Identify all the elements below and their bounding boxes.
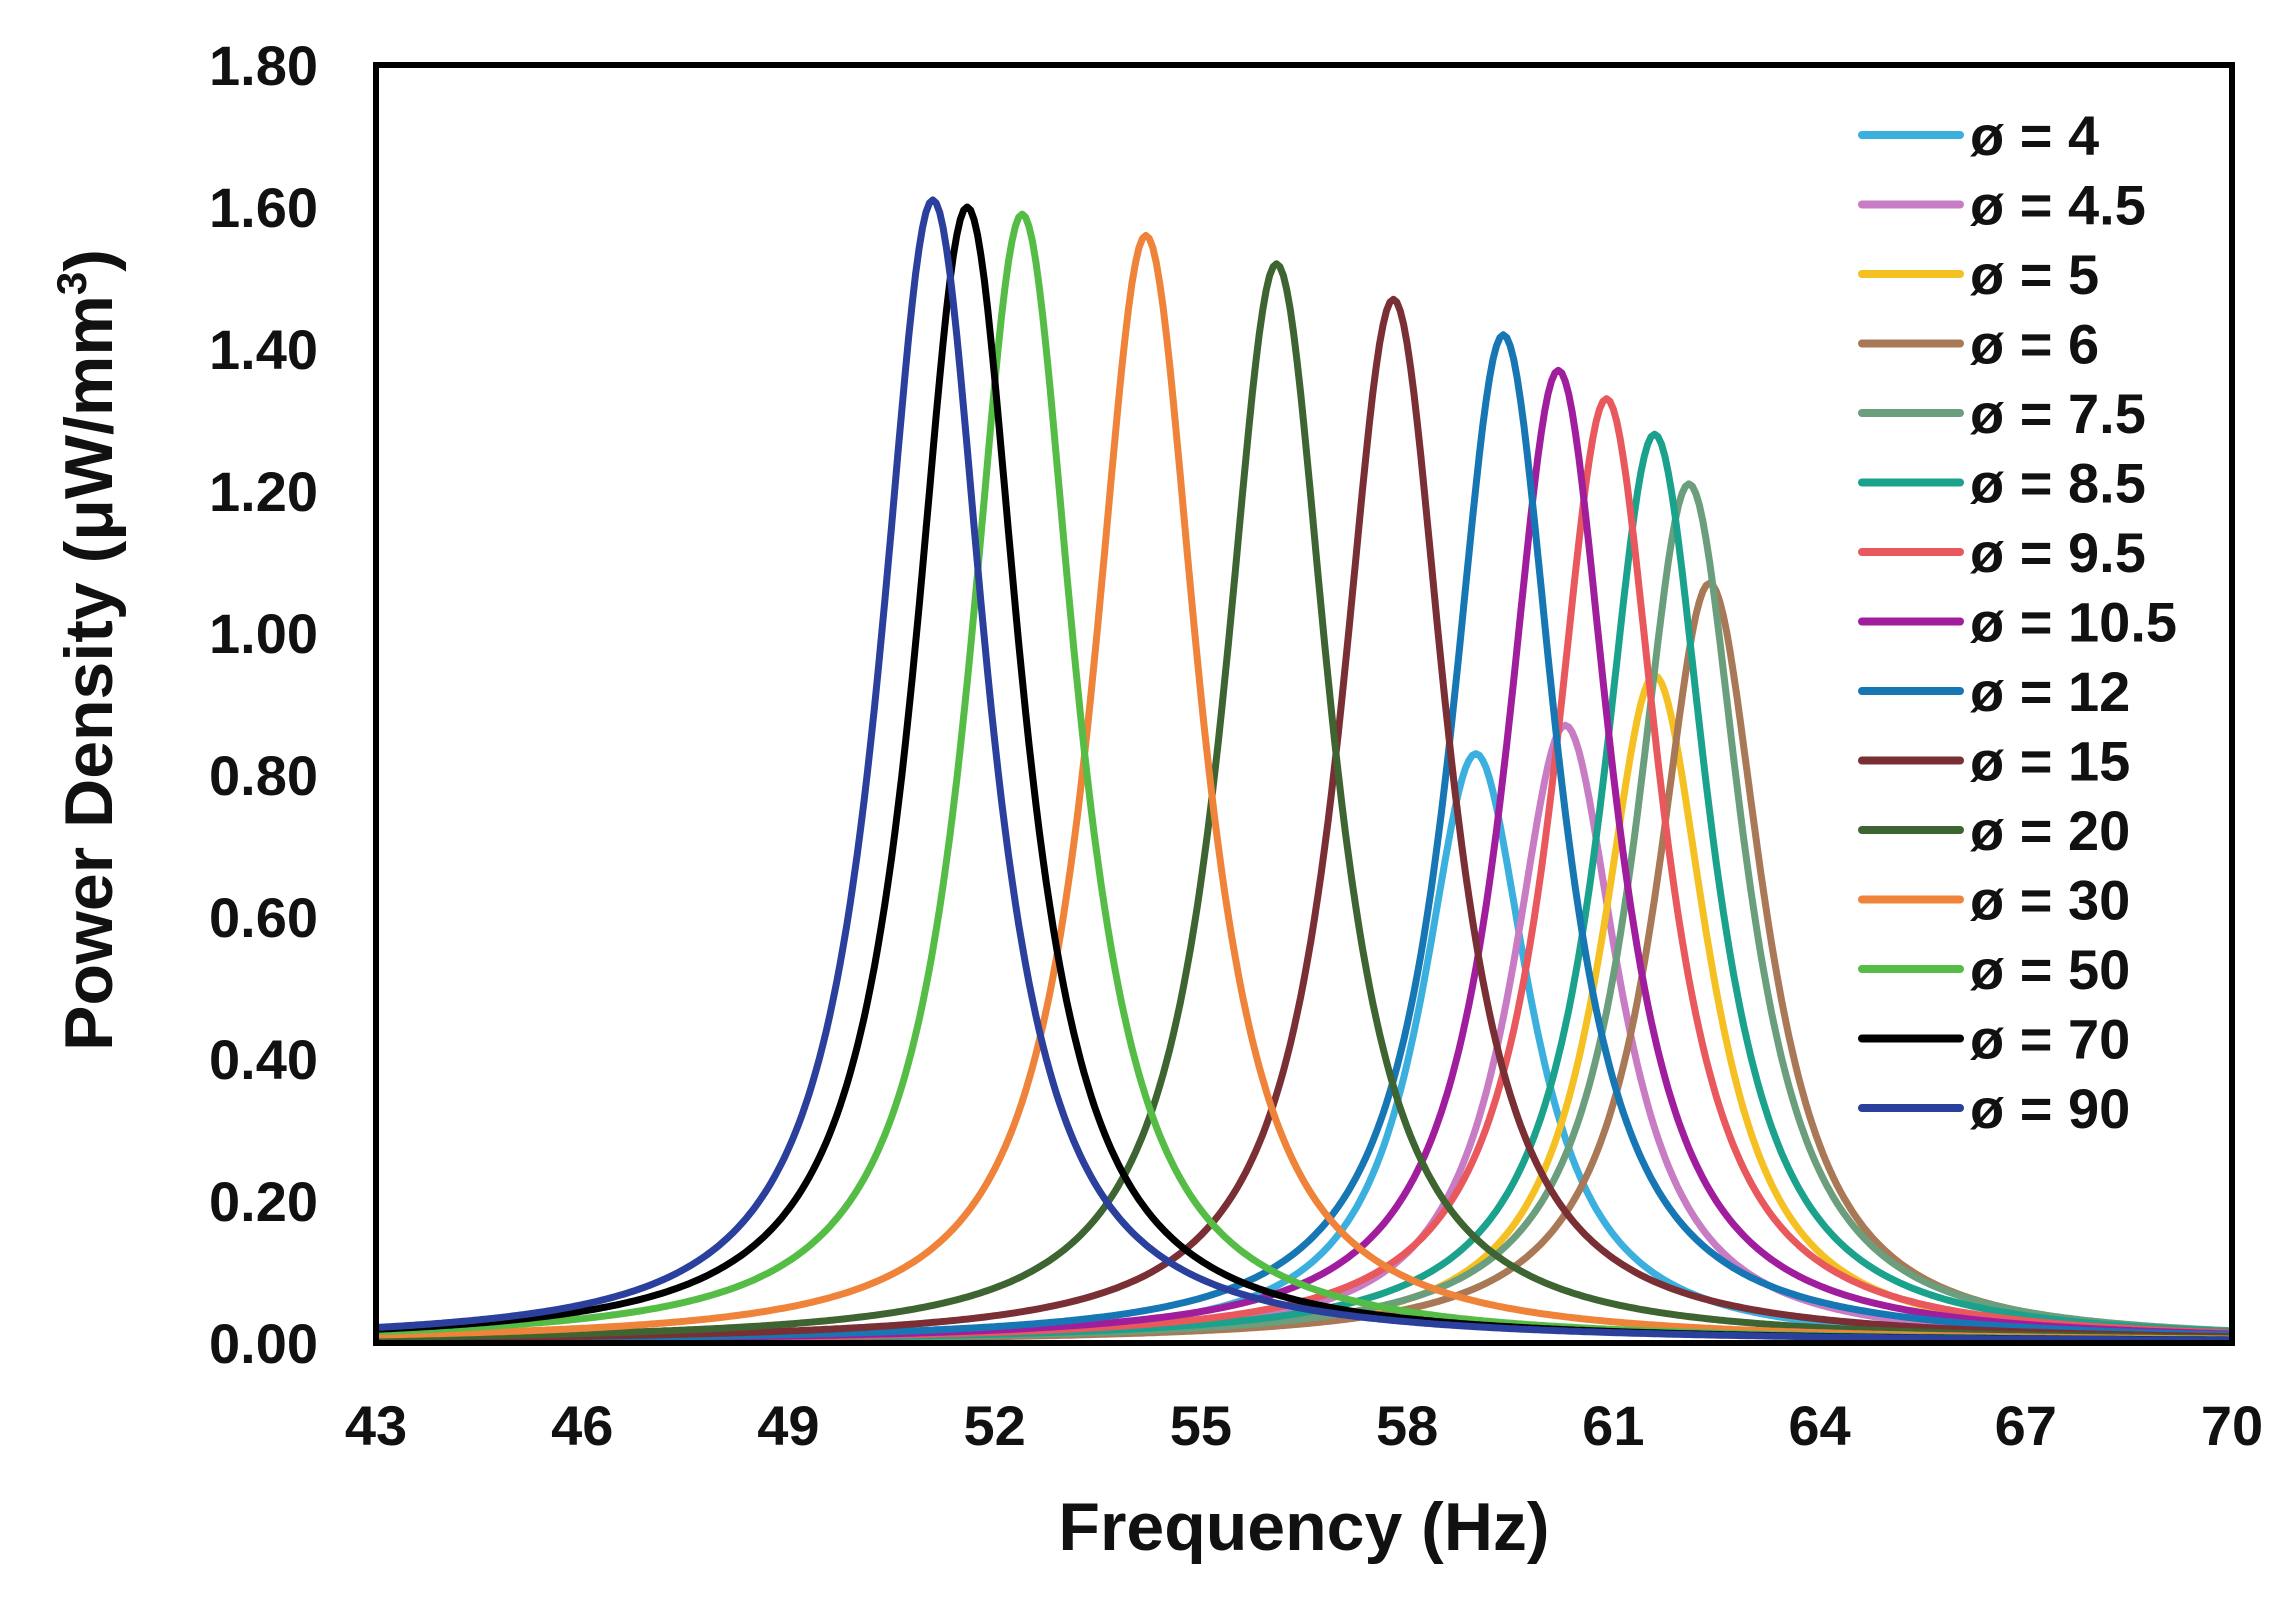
y-axis-title-main: Power Density (μW/mm bbox=[51, 295, 127, 1051]
series-line-12 bbox=[374, 210, 2234, 1344]
y-tick-label: 1.60 bbox=[209, 176, 318, 239]
legend-label: ø = 50 bbox=[1970, 938, 2130, 1001]
series-line-0 bbox=[374, 750, 2234, 1345]
series-line-14 bbox=[374, 196, 2234, 1344]
series-line-13 bbox=[374, 203, 2234, 1344]
x-tick-label: 46 bbox=[551, 1394, 613, 1457]
y-tick-label: 1.20 bbox=[209, 460, 318, 523]
y-axis-title-sup: 3 bbox=[48, 272, 95, 295]
x-tick-label: 64 bbox=[1788, 1394, 1850, 1457]
legend-label: ø = 8.5 bbox=[1970, 452, 2146, 515]
y-tick-label: 0.00 bbox=[209, 1312, 318, 1375]
legend-label: ø = 7.5 bbox=[1970, 382, 2146, 445]
legend-label: ø = 12 bbox=[1970, 660, 2130, 723]
legend-label: ø = 70 bbox=[1970, 1008, 2130, 1071]
y-tick-labels: 0.00 0.20 0.40 0.60 0.80 1.00 1.20 1.40 1.60 1.80 bbox=[209, 34, 318, 1375]
y-axis-title-close: ) bbox=[51, 249, 127, 272]
y-tick-label: 0.80 bbox=[209, 744, 318, 807]
legend: ø = 4ø = 4.5ø = 5ø = 6ø = 7.5ø = 8.5ø = … bbox=[1858, 104, 2177, 1140]
series-line-6 bbox=[374, 395, 2234, 1344]
x-tick-label: 49 bbox=[757, 1394, 819, 1457]
svg-text:Power Density (μW/mm3): Power Density (μW/mm3) bbox=[48, 249, 127, 1051]
x-tick-label: 61 bbox=[1582, 1394, 1644, 1457]
legend-label: ø = 5 bbox=[1970, 243, 2099, 306]
legend-label: ø = 30 bbox=[1970, 869, 2130, 932]
legend-label: ø = 20 bbox=[1970, 799, 2130, 862]
x-tick-label: 67 bbox=[1995, 1394, 2057, 1457]
x-tick-label: 70 bbox=[2201, 1394, 2263, 1457]
x-tick-label: 58 bbox=[1376, 1394, 1438, 1457]
y-tick-label: 0.20 bbox=[209, 1170, 318, 1233]
plot-frame bbox=[373, 62, 2235, 1346]
series-line-5 bbox=[374, 430, 2234, 1345]
x-tick-label: 43 bbox=[345, 1394, 407, 1457]
y-tick-label: 0.40 bbox=[209, 1028, 318, 1091]
y-tick-label: 1.00 bbox=[209, 602, 318, 665]
x-axis-title: Frequency (Hz) bbox=[1058, 1489, 1549, 1565]
y-tick-label: 0.60 bbox=[209, 886, 318, 949]
legend-label: ø = 9.5 bbox=[1970, 521, 2146, 584]
series-line-9 bbox=[374, 295, 2234, 1343]
legend-label: ø = 15 bbox=[1970, 730, 2130, 793]
series-lines bbox=[374, 196, 2234, 1345]
x-tick-labels: 43 46 49 52 55 58 61 64 67 70 bbox=[345, 1394, 2263, 1457]
legend-label: ø = 90 bbox=[1970, 1077, 2130, 1140]
y-tick-label: 1.40 bbox=[209, 318, 318, 381]
series-line-4 bbox=[374, 480, 2234, 1345]
legend-label: ø = 6 bbox=[1970, 313, 2099, 376]
x-tick-label: 52 bbox=[964, 1394, 1026, 1457]
legend-label: ø = 4.5 bbox=[1970, 174, 2146, 237]
legend-label: ø = 10.5 bbox=[1970, 591, 2177, 654]
legend-label: ø = 4 bbox=[1970, 104, 2099, 167]
y-axis-title: Power Density (μW/mm3) bbox=[48, 249, 127, 1051]
x-tick-label: 55 bbox=[1170, 1394, 1232, 1457]
series-line-7 bbox=[374, 366, 2234, 1344]
y-tick-label: 1.80 bbox=[209, 34, 318, 97]
